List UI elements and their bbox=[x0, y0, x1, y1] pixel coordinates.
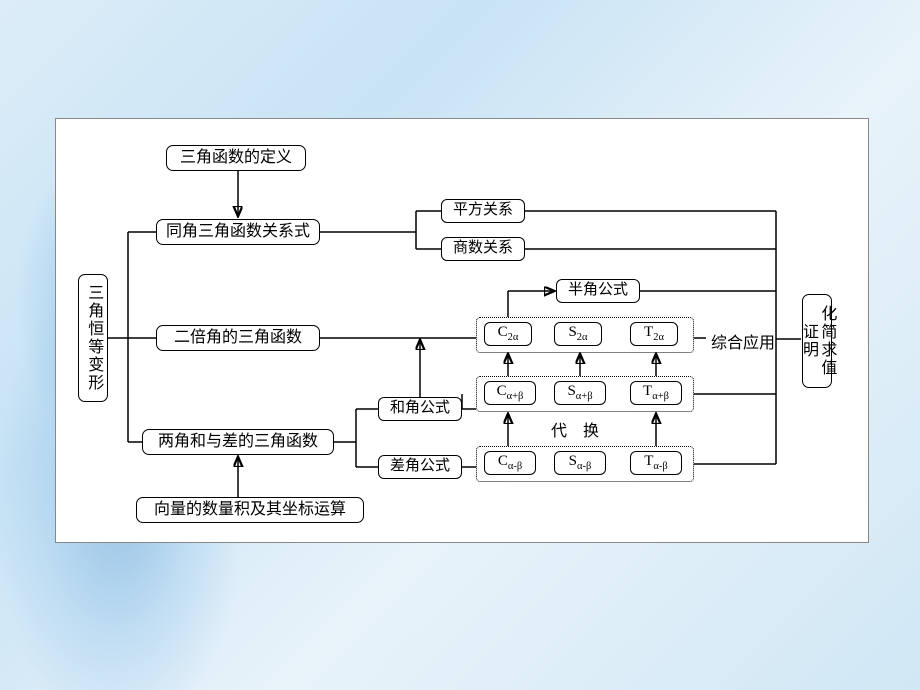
node-gdiff-0-label: Cα-β bbox=[498, 453, 522, 473]
node-gsum-1-label: Sα+β bbox=[567, 383, 592, 403]
node-gdiff-1-label: Sα-β bbox=[569, 453, 592, 473]
node-sum-label: 和角公式 bbox=[390, 400, 450, 417]
node-g2a-0: C2α bbox=[484, 322, 532, 346]
node-g2a-1-label: S2α bbox=[568, 324, 587, 344]
node-gdiff-1: Sα-β bbox=[554, 451, 606, 475]
node-branch2-label: 二倍角的三角函数 bbox=[174, 329, 302, 347]
text-substitution: 代 换 bbox=[551, 417, 599, 441]
node-gsum-1: Sα+β bbox=[554, 381, 606, 405]
node-derived: 半角公式 bbox=[556, 279, 640, 303]
diagram-panel: 三角恒等变形 三角函数的定义 同角三角函数关系式 平方关系 商数关系 二倍角的三… bbox=[55, 118, 869, 543]
node-sum: 和角公式 bbox=[378, 397, 462, 421]
node-branch1-child-0-label: 平方关系 bbox=[453, 202, 513, 219]
node-bottom-source-label: 向量的数量积及其坐标运算 bbox=[154, 501, 346, 519]
node-output: 化简求值证明 bbox=[802, 294, 832, 388]
node-diff-label: 差角公式 bbox=[390, 458, 450, 475]
node-diff: 差角公式 bbox=[378, 455, 462, 479]
node-gdiff-2: Tα-β bbox=[630, 451, 682, 475]
node-gdiff-0: Cα-β bbox=[484, 451, 536, 475]
node-g2a-1: S2α bbox=[554, 322, 602, 346]
text-converge: 综合应用 bbox=[706, 329, 780, 353]
node-derived-label: 半角公式 bbox=[568, 282, 628, 299]
node-root-label: 三角恒等变形 bbox=[84, 284, 102, 392]
node-gdiff-2-label: Tα-β bbox=[644, 453, 668, 473]
node-branch3-label: 两角和与差的三角函数 bbox=[158, 433, 318, 451]
node-g2a-2: T2α bbox=[630, 322, 678, 346]
node-gsum-2: Tα+β bbox=[630, 381, 682, 405]
node-gsum-0-label: Cα+β bbox=[497, 383, 524, 403]
node-branch1: 同角三角函数关系式 bbox=[156, 219, 320, 245]
flowchart: 三角恒等变形 三角函数的定义 同角三角函数关系式 平方关系 商数关系 二倍角的三… bbox=[56, 119, 868, 542]
node-output-label: 化简求值证明 bbox=[799, 301, 836, 381]
node-branch1-label: 同角三角函数关系式 bbox=[166, 223, 310, 241]
node-gsum-2-label: Tα+β bbox=[643, 383, 669, 403]
node-root: 三角恒等变形 bbox=[78, 274, 108, 402]
node-g2a-2-label: T2α bbox=[644, 324, 664, 344]
node-branch1-child-1-label: 商数关系 bbox=[453, 240, 513, 257]
node-branch2: 二倍角的三角函数 bbox=[156, 325, 320, 351]
node-g2a-0-label: C2α bbox=[498, 324, 519, 344]
node-top-source: 三角函数的定义 bbox=[166, 145, 306, 171]
node-branch1-child-0: 平方关系 bbox=[441, 199, 525, 223]
node-top-source-label: 三角函数的定义 bbox=[180, 149, 292, 167]
node-branch1-child-1: 商数关系 bbox=[441, 237, 525, 261]
node-bottom-source: 向量的数量积及其坐标运算 bbox=[136, 497, 364, 523]
node-gsum-0: Cα+β bbox=[484, 381, 536, 405]
node-branch3: 两角和与差的三角函数 bbox=[142, 429, 334, 455]
